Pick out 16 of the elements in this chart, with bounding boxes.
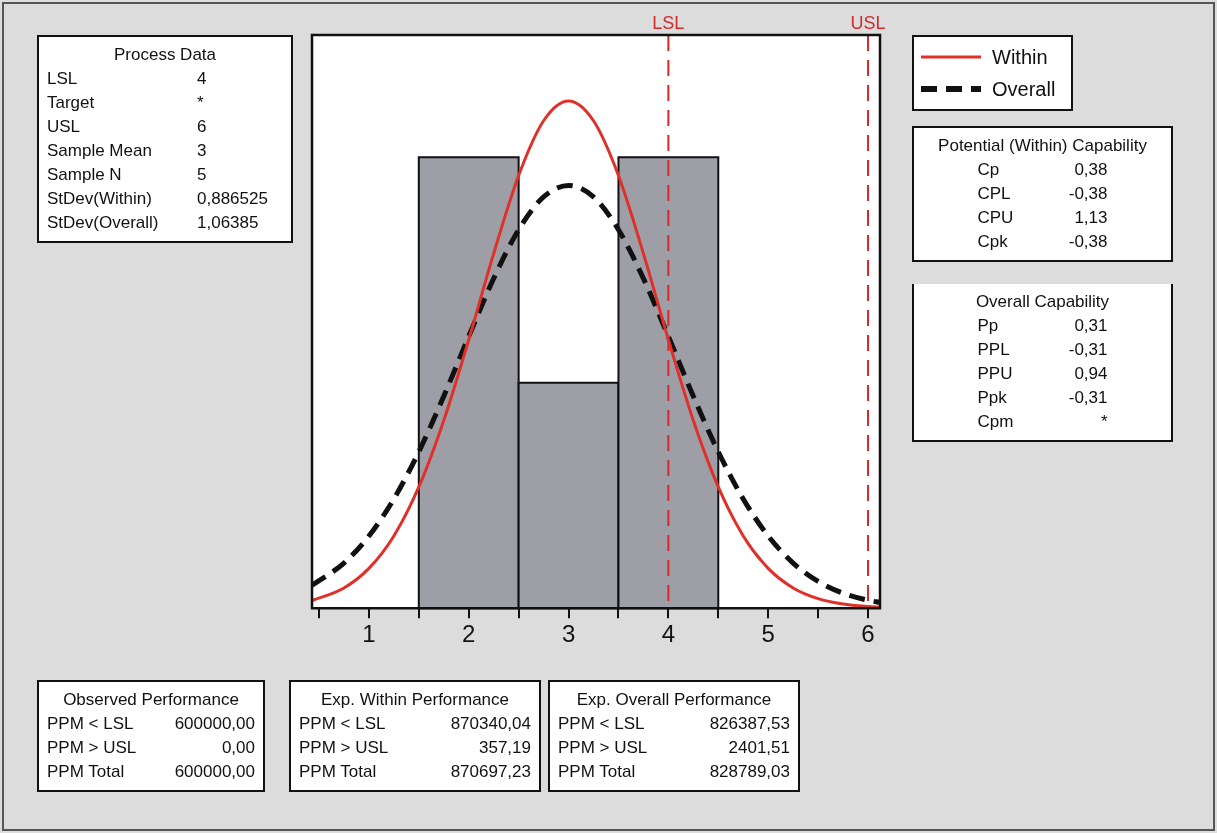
- text: Potential (Within) Capability Cp 0,38 CPL -0,38 CPU 1,13 Cpk -0,38: [938, 136, 1147, 251]
- x-tick-label: 4: [661, 620, 676, 648]
- x-tick-label: 6: [861, 620, 875, 648]
- x-tick-label: 5: [761, 620, 775, 648]
- x-tick-label: 2: [462, 620, 476, 648]
- x-tick-label: 3: [561, 620, 576, 648]
- text: Process Data LSL 4 Target * USL 6 Sample Mean 3 Sample N 5 StDev(Within) 0,886525 StDev(Overall) 1,06385: [47, 45, 268, 232]
- text: Observed Performance PPM < LSL 600000,00 PPM > USL 0,00 PPM Total 600000,00: [47, 690, 255, 781]
- x-tick-label: 1: [362, 620, 376, 648]
- text: Overall Capability Pp 0,31 PPL -0,31 PPU 0,94 Ppk -0,31 Cpm *: [975, 292, 1110, 431]
- ref-line-label: USL: [850, 12, 886, 33]
- text: Exp. Overall Performance PPM < LSL 826387,53 PPM > USL 2401,51 PPM Total 828789,03: [558, 690, 790, 781]
- legend-label: Within: [992, 45, 1048, 69]
- text: Exp. Within Performance PPM < LSL 870340,04 PPM > USL 357,19 PPM Total 870697,23: [299, 690, 531, 781]
- ref-line-label: LSL: [652, 12, 685, 33]
- legend-label: Overall: [992, 77, 1056, 101]
